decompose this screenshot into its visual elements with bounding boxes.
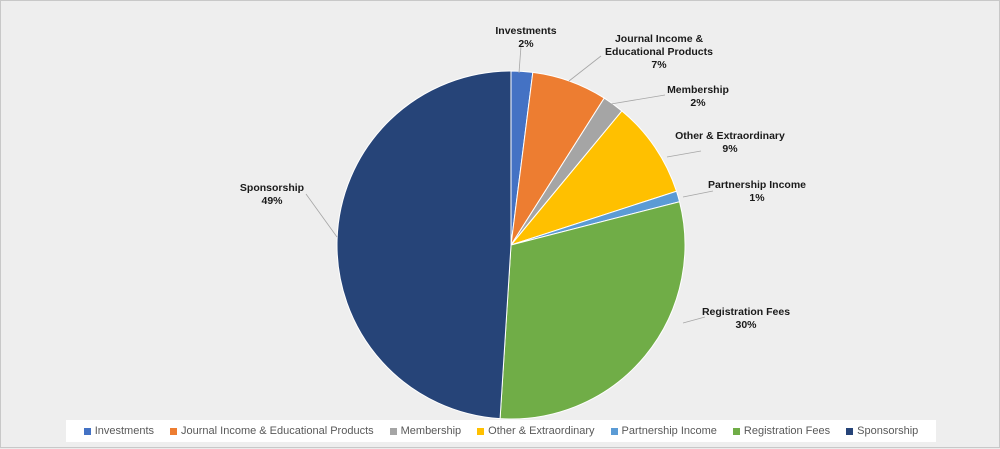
pie-slices bbox=[336, 70, 686, 420]
pie-slice-other-extraordinary bbox=[509, 110, 678, 247]
leader-line bbox=[666, 150, 702, 158]
legend-item: Membership bbox=[389, 425, 462, 437]
data-label: Registration Fees 30% bbox=[702, 306, 790, 331]
data-label: Other & Extraordinary 9% bbox=[675, 130, 785, 155]
legend-swatch bbox=[389, 427, 397, 435]
data-labels: Investments 2% Journal Income & Educational… bbox=[240, 25, 806, 331]
legend-item: Partnership Income bbox=[610, 425, 717, 437]
leader-line bbox=[305, 193, 338, 238]
legend-label: Other & Extraordinary bbox=[488, 425, 595, 437]
legend-item: Investments bbox=[83, 425, 155, 437]
leader-line bbox=[682, 316, 706, 324]
legend-item: Journal Income & Educational Products bbox=[170, 425, 374, 437]
legend-swatch bbox=[846, 427, 854, 435]
legend-item: Registration Fees bbox=[732, 425, 831, 437]
leader-line bbox=[518, 45, 522, 74]
legend-label: Registration Fees bbox=[743, 425, 831, 437]
legend-item: Sponsorship bbox=[846, 425, 918, 437]
legend-swatch bbox=[83, 427, 91, 435]
legend-swatch bbox=[732, 427, 740, 435]
data-label: Sponsorship 49% bbox=[240, 182, 304, 207]
pie-slice-registration-fees bbox=[499, 201, 686, 420]
data-label: Partnership Income 1% bbox=[708, 179, 806, 204]
leader-lines bbox=[305, 45, 714, 324]
leader-line bbox=[682, 190, 714, 198]
legend-swatch bbox=[477, 427, 485, 435]
pie-slice-sponsorship bbox=[336, 70, 512, 420]
legend-box: Investments Journal Income & Educational … bbox=[65, 420, 937, 442]
legend-label: Partnership Income bbox=[621, 425, 717, 437]
legend-swatch bbox=[170, 427, 178, 435]
data-label: Investments 2% bbox=[495, 25, 556, 50]
data-label: Journal Income & Educational Products 7% bbox=[605, 33, 713, 71]
data-label: Membership 2% bbox=[667, 84, 729, 109]
chart-legend: Investments Journal Income & Educational … bbox=[1, 420, 1000, 442]
legend-item: Other & Extraordinary bbox=[477, 425, 595, 437]
legend-label: Sponsorship bbox=[857, 425, 919, 437]
legend-label: Investments bbox=[94, 425, 155, 437]
legend-swatch bbox=[610, 427, 618, 435]
leader-line bbox=[568, 55, 602, 82]
leader-line bbox=[610, 94, 666, 105]
legend-label: Membership bbox=[400, 425, 462, 437]
legend-label: Journal Income & Educational Products bbox=[181, 425, 374, 437]
